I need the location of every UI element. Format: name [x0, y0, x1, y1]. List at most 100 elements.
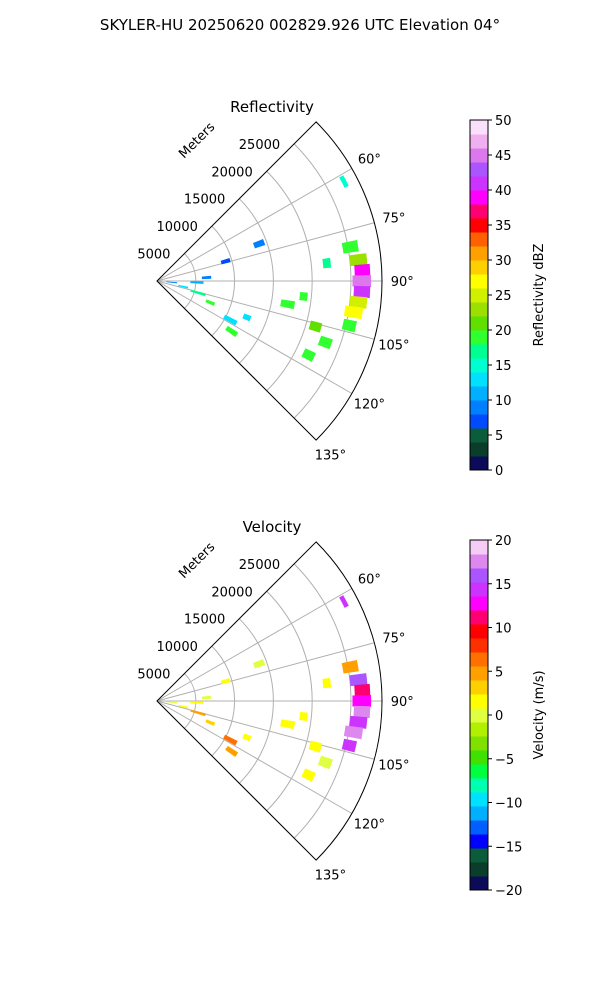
colorbar-bin — [470, 862, 488, 877]
colorbar-tick-label: 50 — [495, 114, 512, 129]
echo-cell — [280, 299, 296, 310]
echo-cell — [220, 258, 231, 265]
colorbar-bin — [470, 148, 488, 163]
echo-cell — [341, 659, 359, 674]
colorbar-tick-label: −10 — [495, 797, 522, 812]
colorbar-bin — [470, 386, 488, 401]
figure-title: SKYLER-HU 20250620 002829.926 UTC Elevat… — [99, 16, 501, 34]
colorbar-tick-label: −20 — [495, 884, 522, 899]
colorbar-bin — [470, 232, 488, 247]
colorbar-bin — [470, 722, 488, 737]
range-tick-label: 15000 — [184, 193, 225, 208]
echo-cell — [349, 673, 368, 687]
azimuth-ray — [156, 700, 353, 814]
colorbar-bin — [470, 400, 488, 415]
colorbar-tick-label: 40 — [495, 184, 512, 199]
colorbar-tick-label: 10 — [495, 622, 512, 637]
echo-cell — [341, 318, 358, 333]
colorbar-tick-label: 15 — [495, 359, 512, 374]
reflectivity-panel: Reflectivity 5000 10000 15000 20000 25000 Mete… — [137, 98, 547, 479]
colorbar-tick-label: 15 — [495, 578, 512, 593]
azimuth-tick-label: 120° — [354, 398, 385, 413]
range-tick-label: 15000 — [184, 613, 225, 628]
echo-cell — [353, 705, 371, 719]
colorbar-bin — [470, 680, 488, 695]
range-tick-label: 10000 — [157, 640, 198, 655]
range-tick-label: 10000 — [157, 220, 198, 235]
colorbar-bin — [470, 540, 488, 555]
colorbar-tick-label: 5 — [495, 665, 503, 680]
colorbar-bin — [470, 274, 488, 289]
colorbar-bin — [470, 820, 488, 835]
colorbar-bin — [470, 246, 488, 261]
range-axis-label: Meters — [176, 540, 218, 582]
echo-cell — [322, 257, 332, 269]
colorbar-bin — [470, 624, 488, 639]
echo-cell — [223, 734, 238, 746]
colorbar-bin — [470, 708, 488, 723]
echo-cell — [317, 335, 333, 350]
colorbar-bin — [470, 736, 488, 751]
colorbar-bin — [470, 806, 488, 821]
echo-cell — [252, 659, 266, 669]
azimuth-tick-label: 120° — [354, 818, 385, 833]
colorbar-bin — [470, 792, 488, 807]
azimuth-tick-label: 75° — [382, 212, 405, 227]
echo-cell — [349, 253, 368, 267]
azimuth-tick-label: 60° — [358, 152, 381, 167]
colorbar-tick-label: 0 — [495, 464, 503, 479]
azimuth-tick-label: 135° — [315, 868, 346, 883]
colorbar-bin — [470, 596, 488, 611]
echo-cell — [341, 738, 358, 753]
azimuth-tick-label: 105° — [378, 758, 409, 773]
echo-cell — [201, 695, 212, 700]
colorbar-tick-label: −15 — [495, 840, 522, 855]
echo-cell — [242, 733, 252, 742]
range-tick-label: 5000 — [137, 668, 170, 683]
colorbar-bin — [470, 260, 488, 275]
range-tick-label: 20000 — [211, 165, 252, 180]
echo-cell — [223, 314, 238, 326]
colorbar-tick-label: 5 — [495, 429, 503, 444]
panel-title: Reflectivity — [230, 98, 314, 116]
colorbar-bin — [470, 554, 488, 569]
echo-cell — [301, 348, 316, 362]
colorbar-tick-label: 20 — [495, 534, 512, 549]
echo-cell — [178, 284, 189, 289]
echo-cell — [352, 695, 372, 707]
colorbar-bin — [470, 134, 488, 149]
colorbar-bin — [470, 694, 488, 709]
echo-cell — [205, 719, 216, 726]
colorbar-bin — [470, 442, 488, 457]
colorbar-label: Reflectivity dBZ — [532, 244, 547, 347]
echo-cell — [322, 677, 332, 689]
colorbar-bin — [470, 372, 488, 387]
azimuth-tick-label: 135° — [315, 448, 346, 463]
azimuth-ray — [156, 588, 353, 702]
colorbar-bin — [470, 288, 488, 303]
echo-cell — [343, 725, 364, 740]
colorbar-bin — [470, 848, 488, 863]
echo-cell — [220, 678, 231, 685]
echo-cell — [205, 299, 216, 306]
colorbar-bin — [470, 652, 488, 667]
echo-cell — [341, 239, 359, 254]
colorbar-bin — [470, 428, 488, 443]
echo-cell — [308, 320, 323, 333]
colorbar-bin — [470, 330, 488, 345]
panel-title: Velocity — [243, 518, 302, 536]
echo-cell — [299, 292, 308, 302]
echo-cell — [190, 709, 206, 717]
colorbar-bin — [470, 456, 488, 471]
colorbar-bin — [470, 190, 488, 205]
echo-cell — [349, 295, 368, 309]
colorbar-bin — [470, 568, 488, 583]
range-tick-label: 5000 — [137, 248, 170, 263]
colorbar-bin — [470, 834, 488, 849]
colorbar-bin — [470, 876, 488, 891]
echo-cell — [252, 239, 266, 249]
azimuth-tick-label: 105° — [378, 338, 409, 353]
colorbar-bin — [470, 162, 488, 177]
echo-cell — [190, 701, 204, 704]
echo-cell — [354, 683, 371, 697]
